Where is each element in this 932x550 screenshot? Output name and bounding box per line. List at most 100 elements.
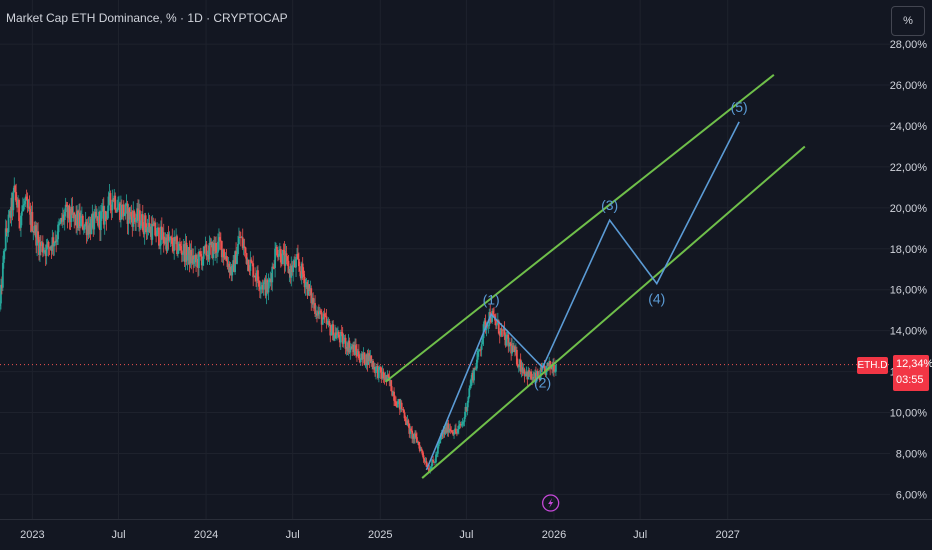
candle-body	[108, 193, 111, 197]
candle-body	[194, 254, 197, 260]
candle-body	[281, 249, 284, 265]
elliott-wave[interactable]: (1) (2) (3) (4) (5)	[425, 99, 748, 471]
candle-body	[443, 430, 446, 434]
candle-body	[530, 371, 533, 379]
candle-body	[249, 259, 252, 271]
candle-body	[436, 446, 439, 454]
candle-body	[261, 285, 264, 290]
candle-body	[435, 454, 437, 463]
candle-body	[484, 320, 487, 331]
candle-body	[192, 255, 195, 264]
price-axis[interactable]: 6,00%8,00%10,00%12,00%14,00%16,00%18,00%…	[890, 39, 928, 501]
candle-body	[198, 251, 200, 269]
candle-body	[547, 362, 550, 366]
candle-body	[67, 205, 70, 218]
candle-body	[279, 248, 282, 263]
candle-body	[204, 244, 207, 248]
time-axis-border	[0, 519, 932, 520]
candle-body	[342, 340, 345, 344]
candle-body	[134, 217, 137, 222]
candle-body	[401, 409, 404, 410]
candle-body	[317, 311, 319, 316]
candle-body	[367, 353, 370, 365]
candle-body	[252, 263, 255, 278]
candle-body	[62, 214, 65, 220]
x-tick-label: Jul	[286, 529, 300, 541]
candle-body	[321, 319, 324, 325]
candle-body	[238, 237, 241, 238]
candle-body	[425, 461, 428, 467]
candle-body	[139, 225, 142, 229]
candle-body	[525, 371, 528, 375]
candle-body	[82, 229, 85, 231]
candle-body	[282, 249, 285, 251]
candle-body	[476, 350, 479, 360]
candle-body	[15, 192, 18, 202]
candle-body	[391, 391, 394, 396]
candle-body	[158, 227, 160, 246]
candle-body	[297, 258, 300, 267]
candle-body	[478, 349, 481, 351]
candle-body	[139, 210, 141, 229]
candle-body	[270, 278, 273, 283]
percent-scale-button[interactable]: %	[891, 6, 925, 36]
candle-body	[374, 366, 376, 374]
candle-body	[213, 242, 216, 252]
candle-body	[454, 428, 456, 434]
candle-body	[153, 222, 156, 227]
candle-body	[416, 441, 419, 443]
trend-channel[interactable]	[384, 74, 806, 479]
time-axis[interactable]: 2023 Jul 2024 Jul 2025 Jul 2026 Jul 2027	[20, 529, 740, 541]
lightning-icon[interactable]	[542, 494, 560, 512]
candle-body	[411, 430, 414, 439]
candle-body	[396, 401, 399, 408]
candle-body	[114, 195, 117, 210]
candle-body	[324, 316, 327, 318]
candle-body	[199, 253, 202, 257]
candle-body	[389, 380, 392, 382]
candle-body	[212, 242, 215, 259]
wave-path[interactable]	[425, 121, 740, 471]
candle-body	[173, 237, 176, 251]
candle-body	[520, 367, 523, 372]
candle-body	[315, 313, 317, 315]
candle-body	[227, 263, 230, 267]
candle-body	[386, 374, 389, 380]
channel-line[interactable]	[384, 74, 775, 383]
candle-body	[521, 367, 524, 373]
candle-body	[131, 216, 134, 227]
event-marker[interactable]	[542, 494, 560, 512]
candle-body	[513, 346, 515, 352]
candle-body	[216, 252, 218, 254]
candle-body	[2, 251, 5, 263]
candle-body	[410, 428, 413, 431]
candle-body	[143, 215, 146, 235]
candle-body	[379, 366, 382, 373]
candle-body	[357, 351, 359, 356]
candle-body	[479, 349, 482, 351]
candle-body	[495, 323, 498, 326]
candle-body	[99, 211, 102, 231]
candle-body	[427, 468, 430, 470]
candle-body	[347, 340, 350, 352]
candlestick-series	[0, 177, 557, 474]
candle-body	[420, 448, 423, 451]
candle-body	[502, 328, 505, 331]
channel-line[interactable]	[421, 145, 806, 479]
candle-body	[58, 224, 60, 225]
candle-body	[351, 346, 354, 349]
candle-body	[397, 399, 400, 402]
candle-body	[128, 208, 131, 220]
candle-body	[515, 349, 517, 352]
candle-body	[295, 259, 297, 268]
candle-body	[27, 206, 30, 209]
candle-body	[51, 237, 54, 251]
y-tick-label: 20,00%	[890, 203, 928, 215]
candle-body	[514, 346, 516, 352]
candle-body	[7, 214, 10, 233]
y-tick-label: 16,00%	[890, 285, 928, 297]
candle-body	[486, 324, 489, 327]
candle-body	[140, 214, 143, 226]
candle-body	[418, 445, 421, 451]
